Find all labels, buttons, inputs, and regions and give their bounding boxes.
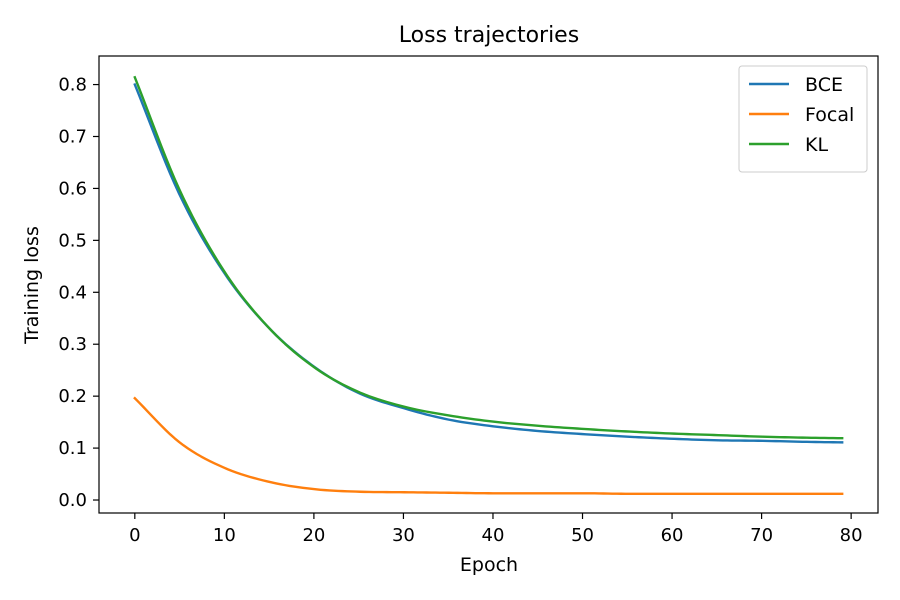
x-tick-label: 50 [571, 525, 594, 546]
series-line-kl [133, 75, 844, 440]
y-tick-label: 0.7 [58, 126, 87, 147]
series-line-focal [133, 396, 844, 495]
x-tick-label: 0 [129, 525, 140, 546]
y-tick-label: 0.5 [58, 230, 87, 251]
y-tick-label: 0.1 [58, 438, 87, 459]
x-tick-label: 80 [840, 525, 863, 546]
series-lines [133, 75, 844, 495]
legend-label-bce: BCE [805, 74, 843, 96]
legend: BCE Focal KL [738, 65, 868, 173]
legend-label-kl: KL [805, 134, 828, 156]
legend-label-focal: Focal [805, 104, 854, 126]
x-tick-label: 20 [302, 525, 325, 546]
y-tick-label: 0.2 [58, 386, 87, 407]
y-tick-label: 0.3 [58, 334, 87, 355]
chart-title: Loss trajectories [399, 23, 579, 48]
x-tick-label: 30 [392, 525, 415, 546]
y-tick-label: 0.8 [58, 75, 87, 96]
axes-frame [98, 55, 879, 514]
y-tick-label: 0.0 [58, 490, 87, 511]
y-axis-ticks: 0.0 0.1 0.2 0.3 0.4 0.5 0.6 0.7 0.8 [58, 75, 99, 511]
x-tick-label: 10 [213, 525, 236, 546]
legend-box [738, 65, 868, 173]
x-axis-label: Epoch [460, 554, 518, 576]
y-tick-label: 0.4 [58, 282, 87, 303]
y-axis-label: Training loss [21, 226, 43, 345]
x-tick-label: 60 [661, 525, 684, 546]
x-tick-label: 40 [482, 525, 505, 546]
x-axis-ticks: 0 10 20 30 40 50 60 70 80 [129, 513, 863, 546]
y-tick-label: 0.6 [58, 178, 87, 199]
x-tick-label: 70 [750, 525, 773, 546]
